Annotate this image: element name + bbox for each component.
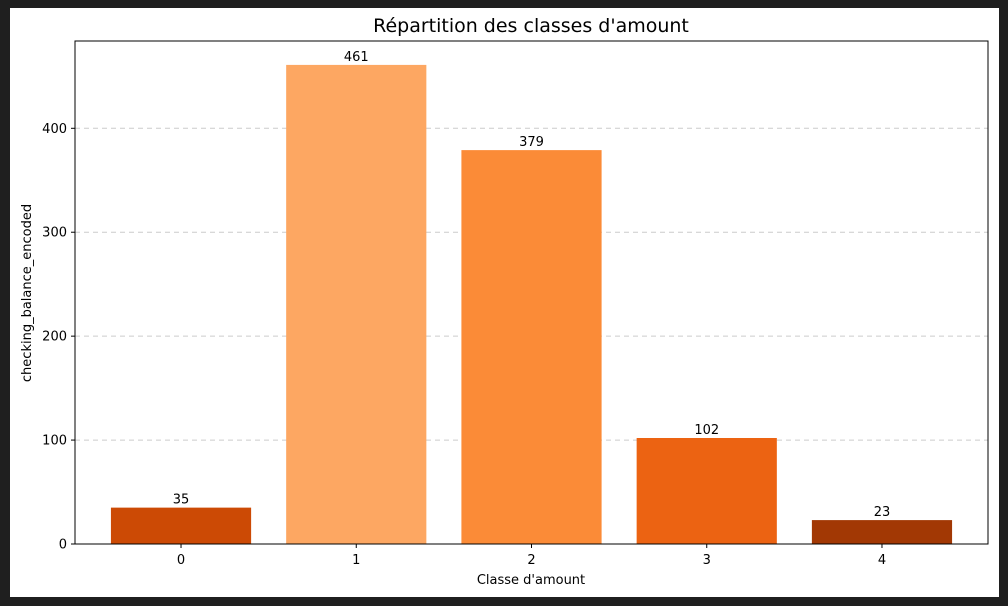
- x-axis-label: Classe d'amount: [477, 573, 585, 588]
- y-tick-label: 300: [42, 226, 67, 241]
- bar-value-label: 102: [694, 423, 719, 438]
- y-tick-label: 200: [42, 330, 67, 345]
- x-tick-label: 3: [703, 553, 711, 568]
- y-tick-label: 100: [42, 434, 67, 449]
- y-tick-label: 400: [42, 122, 67, 137]
- x-tick-label: 1: [352, 553, 360, 568]
- x-axis: 0 1 2 3 4: [177, 544, 886, 568]
- grid-layer: [75, 127, 988, 441]
- bar-chart: Répartition des classes d'amount 35 461 37…: [20, 15, 989, 588]
- y-tick-label: 0: [59, 538, 67, 553]
- data-label-layer: 35 461 379 102 23: [173, 50, 891, 520]
- bar-layer: [110, 64, 953, 545]
- bar-value-label: 23: [874, 505, 891, 520]
- bar-value-label: 379: [519, 135, 544, 150]
- bar-2: [461, 150, 602, 545]
- bar-0: [110, 507, 252, 544]
- bar-4: [811, 520, 953, 544]
- x-tick-label: 0: [177, 553, 185, 568]
- x-tick-label: 4: [878, 553, 886, 568]
- bar-value-label: 35: [173, 493, 190, 508]
- bar-1: [286, 64, 427, 544]
- bar-value-label: 461: [344, 50, 369, 65]
- y-axis: 0 100 200 300 400: [42, 122, 75, 553]
- chart-figure: Répartition des classes d'amount 35 461 37…: [10, 8, 999, 597]
- y-axis-label: checking_balance_encoded: [20, 204, 35, 382]
- bar-3: [636, 437, 777, 544]
- x-tick-label: 2: [527, 553, 535, 568]
- chart-title: Répartition des classes d'amount: [373, 15, 689, 37]
